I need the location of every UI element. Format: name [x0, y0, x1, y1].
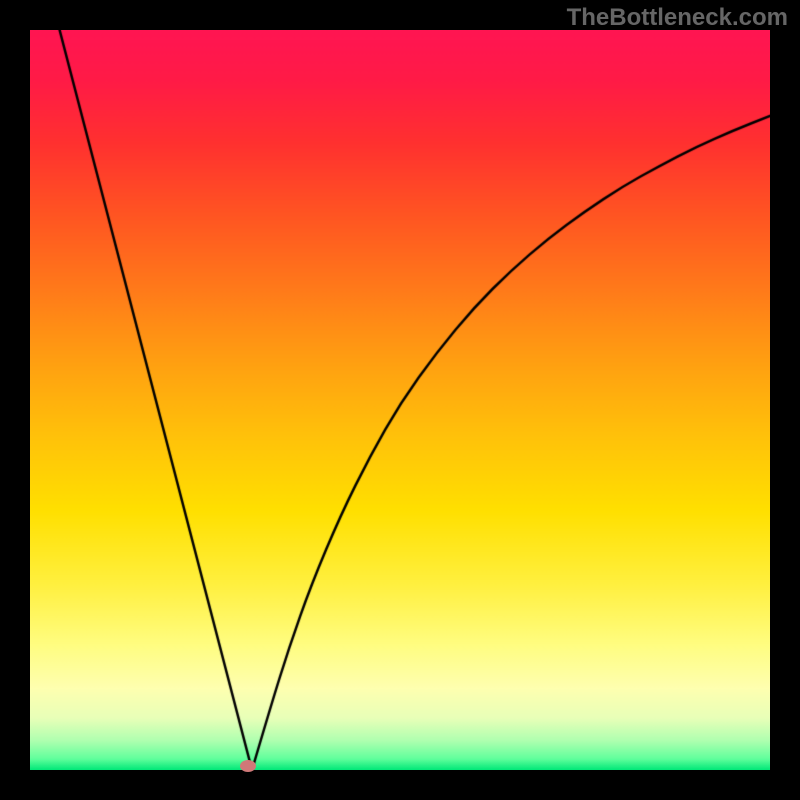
plot-area — [30, 30, 770, 770]
vertex-marker — [240, 760, 256, 772]
watermark-text: TheBottleneck.com — [567, 4, 788, 32]
bottleneck-curve — [30, 30, 770, 770]
chart-container: TheBottleneck.com — [0, 0, 800, 800]
